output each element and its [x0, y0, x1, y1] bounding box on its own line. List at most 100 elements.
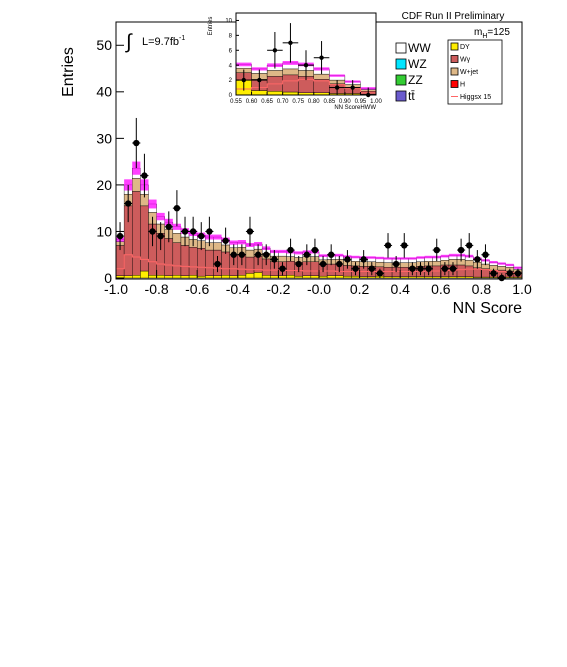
stack-bar-0-1: [251, 90, 268, 96]
data-point-16: [246, 228, 254, 235]
stack-bar-2-12: [213, 242, 222, 251]
uncertainty-band-15: [237, 240, 246, 245]
inset-y-axis: 0 2 4 6 8 10: [225, 19, 239, 99]
y-tick-label-2: 20: [96, 177, 112, 193]
legend-swatch-2: [450, 67, 459, 76]
stack-bar-0-14: [229, 275, 238, 279]
uncertainty-band-17: [254, 241, 263, 247]
legend-label-2: ZZ: [408, 73, 423, 87]
stack-bar-1-24: [310, 261, 320, 276]
data-point-34: [392, 260, 400, 268]
stack-bar-2-3: [282, 68, 299, 76]
data-point-35: [401, 242, 408, 249]
x-tick-label-5: 0.80: [308, 99, 320, 105]
stack-bar-2-2: [266, 70, 283, 77]
x-tick-label-8: 0.6: [431, 281, 451, 297]
x-tick-label-7: 0.4: [390, 281, 410, 297]
stack-bar-0-24: [310, 275, 320, 279]
uncertainty-band-20: [278, 249, 287, 254]
data-point-3: [141, 172, 148, 179]
legend-label-0: WW: [408, 41, 431, 55]
integral-sign: ∫: [125, 31, 133, 53]
data-point-10: [198, 232, 205, 240]
x-tick-label-7: 0.90: [339, 99, 351, 105]
data-point-9: [189, 228, 197, 235]
data-point-36: [409, 265, 416, 272]
legend-label-3: tt̄: [408, 89, 415, 103]
stack-bar-0-10: [196, 275, 206, 279]
x-tick-label-10: 1.0: [512, 281, 532, 297]
x-tick-label-2: -0.6: [185, 281, 209, 297]
uncertainty-band-33: [383, 257, 393, 260]
stack-bar-0-39: [432, 276, 441, 279]
data-point-47: [498, 274, 505, 282]
stack-bar-0-25: [318, 275, 328, 279]
stack-bar-0-4: [148, 275, 157, 279]
data-point-5: [157, 232, 164, 240]
data-point-37: [417, 265, 424, 272]
stack-bar-0-30: [359, 276, 368, 279]
inset-x-axis: 0.55 0.60 0.65 0.70 0.75 0.80 0.85 0.90 0.95 1.00: [230, 92, 382, 105]
uncertainty-band-37: [416, 256, 425, 259]
legend-left-column: WW WZ ZZ tt̄: [395, 41, 431, 103]
stack-bar-0-5: [156, 275, 165, 279]
data-point-46: [490, 270, 497, 277]
stack-bar-0-35: [400, 276, 409, 279]
uncertainty-band-35: [400, 257, 409, 260]
x-tick-label-1: 0.60: [246, 99, 258, 105]
stack-bar-2-20: [278, 255, 287, 262]
data-point-13: [222, 237, 229, 244]
data-point-2: [133, 139, 140, 147]
data-point-17: [254, 251, 262, 258]
inset-plot-frame: [235, 12, 377, 96]
stack-bar-2-39: [432, 261, 441, 267]
y-tick-label-1: 10: [96, 223, 112, 239]
x-tick-label-1: -0.8: [145, 281, 169, 297]
data-point-1: [257, 77, 262, 83]
legend-swatch-0: [395, 42, 407, 54]
uncertainty-band-49: [513, 266, 522, 269]
x-tick-label-3: -0.4: [226, 281, 250, 297]
x-tick-label-9: 0.8: [472, 281, 492, 297]
inset-y-axis-label: Entries: [208, 17, 214, 36]
uncertainty-band-12: [213, 234, 222, 240]
experiment-title: CDF Run II Preliminary: [402, 11, 505, 22]
stack-bar-0-2: [132, 275, 141, 279]
stack-bar-0-26: [326, 275, 336, 279]
inset-data-points: [236, 23, 376, 98]
data-point-19: [271, 256, 278, 263]
data-point-29: [352, 265, 359, 272]
stack-bar-2-7: [172, 233, 182, 243]
uncertainty-band-6: [329, 74, 345, 77]
stack-bar-0-19: [270, 275, 279, 279]
uncertainty-band-41: [448, 253, 458, 257]
data-point-30: [360, 256, 367, 263]
data-point-7: [350, 85, 355, 90]
stack-bar-2-35: [400, 262, 409, 268]
y-tick-label-3: 6: [229, 48, 233, 54]
stack-bar-0-42: [456, 276, 466, 279]
legend-label-0: DY: [460, 44, 470, 51]
data-point-22: [295, 260, 302, 268]
data-point-6: [334, 85, 340, 90]
data-point-39: [433, 246, 440, 254]
stack-bar-1-26: [326, 263, 336, 276]
legend-right-column: DY Wγ W+jet H Higgsx 15: [450, 42, 491, 101]
stack-bar-0-22: [294, 275, 303, 279]
data-point-11: [206, 228, 213, 235]
stack-bar-0-1: [123, 275, 133, 279]
uncertainty-band-31: [367, 256, 376, 259]
stack-bar-1-5: [313, 79, 330, 93]
uncertainty-band-22: [294, 251, 303, 255]
uncertainty-band-47: [497, 262, 506, 265]
data-point-8: [181, 228, 189, 235]
stack-bar-0-11: [205, 275, 214, 279]
uncertainty-band-14: [229, 240, 238, 245]
data-point-5: [319, 55, 324, 60]
data-point-7: [173, 204, 181, 212]
data-point-33: [384, 242, 392, 249]
stack-bar-1-21: [286, 261, 295, 276]
y-tick-label-1: 2: [229, 78, 233, 84]
x-tick-label-6: 0.85: [323, 99, 335, 105]
